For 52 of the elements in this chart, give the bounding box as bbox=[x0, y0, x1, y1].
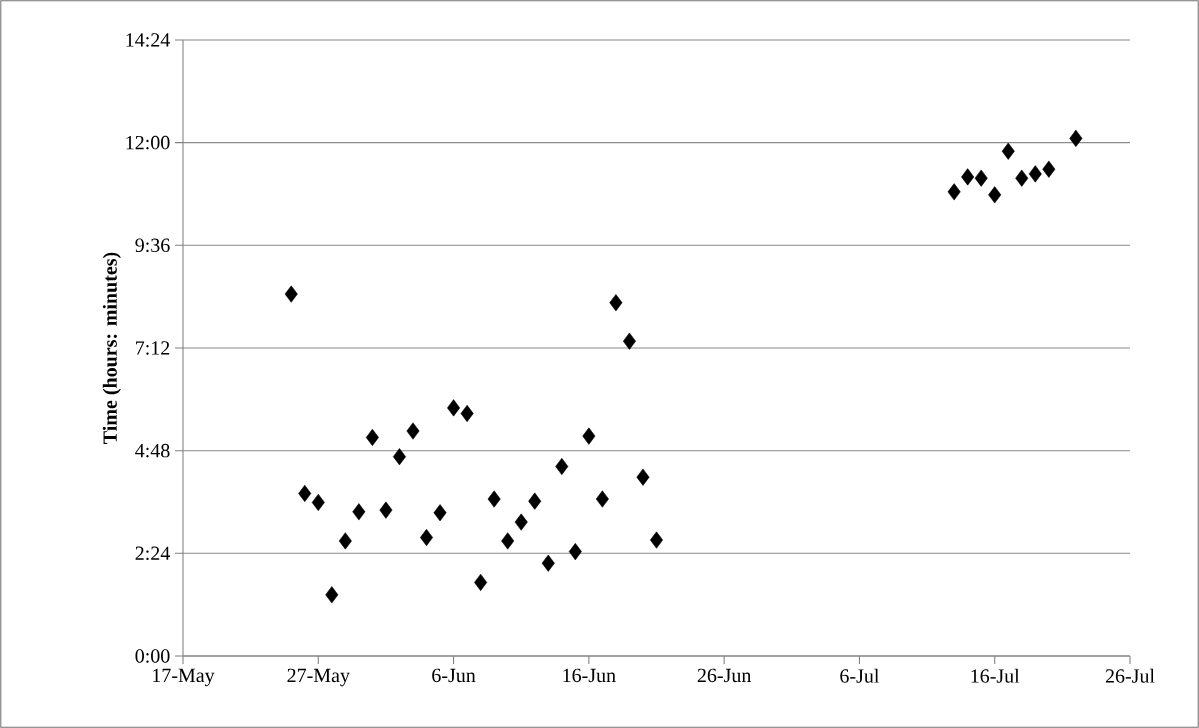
point bbox=[974, 169, 988, 187]
point bbox=[474, 573, 488, 591]
point bbox=[325, 586, 339, 604]
point bbox=[988, 186, 1002, 204]
point bbox=[609, 294, 623, 312]
point bbox=[284, 285, 298, 303]
point bbox=[1015, 169, 1029, 187]
x-tick-label: 6-Jun bbox=[432, 668, 476, 683]
x-tick-label: 16-Jun bbox=[563, 668, 616, 683]
point bbox=[947, 183, 961, 201]
point bbox=[1069, 129, 1083, 147]
point bbox=[568, 543, 582, 561]
x-tick-label: 16-Jul bbox=[971, 668, 1020, 683]
x-tick-label: 27-May bbox=[287, 668, 350, 687]
y-tick-label: 12:00 bbox=[126, 135, 170, 150]
point bbox=[622, 332, 636, 350]
x-tick-label: 26-Jun bbox=[697, 668, 752, 683]
y-tick-label: 4:48 bbox=[135, 443, 170, 458]
y-tick-label: 0:00 bbox=[135, 649, 170, 663]
point bbox=[961, 168, 975, 186]
y-tick-label: 2:24 bbox=[135, 546, 170, 561]
point bbox=[650, 531, 663, 549]
point bbox=[1001, 142, 1015, 160]
x-tick-label: 6-Jul bbox=[840, 668, 880, 683]
point bbox=[379, 501, 393, 519]
point bbox=[352, 503, 366, 521]
y-tick-label: 14:24 bbox=[126, 33, 170, 47]
y-axis-title: Time (hours: minutes) bbox=[102, 252, 121, 444]
point bbox=[433, 504, 447, 522]
point bbox=[392, 448, 406, 466]
point bbox=[1028, 165, 1042, 183]
y-tick-label: 7:12 bbox=[136, 341, 170, 355]
point bbox=[1042, 160, 1056, 178]
point bbox=[311, 493, 325, 511]
point bbox=[582, 427, 596, 445]
point bbox=[541, 554, 555, 572]
point bbox=[528, 492, 542, 510]
point bbox=[636, 468, 650, 486]
x-tick-label: 17-May bbox=[153, 668, 215, 687]
point bbox=[365, 428, 379, 446]
point bbox=[460, 404, 474, 422]
point bbox=[555, 457, 569, 476]
point bbox=[487, 490, 501, 508]
x-tick-label: 26-Jul bbox=[1105, 668, 1155, 683]
point bbox=[338, 532, 352, 550]
point bbox=[595, 490, 609, 508]
y-tick-label: 9:36 bbox=[135, 238, 170, 253]
point bbox=[501, 532, 515, 550]
point bbox=[298, 484, 312, 502]
point bbox=[406, 422, 420, 440]
point bbox=[514, 513, 528, 531]
point bbox=[447, 399, 461, 417]
